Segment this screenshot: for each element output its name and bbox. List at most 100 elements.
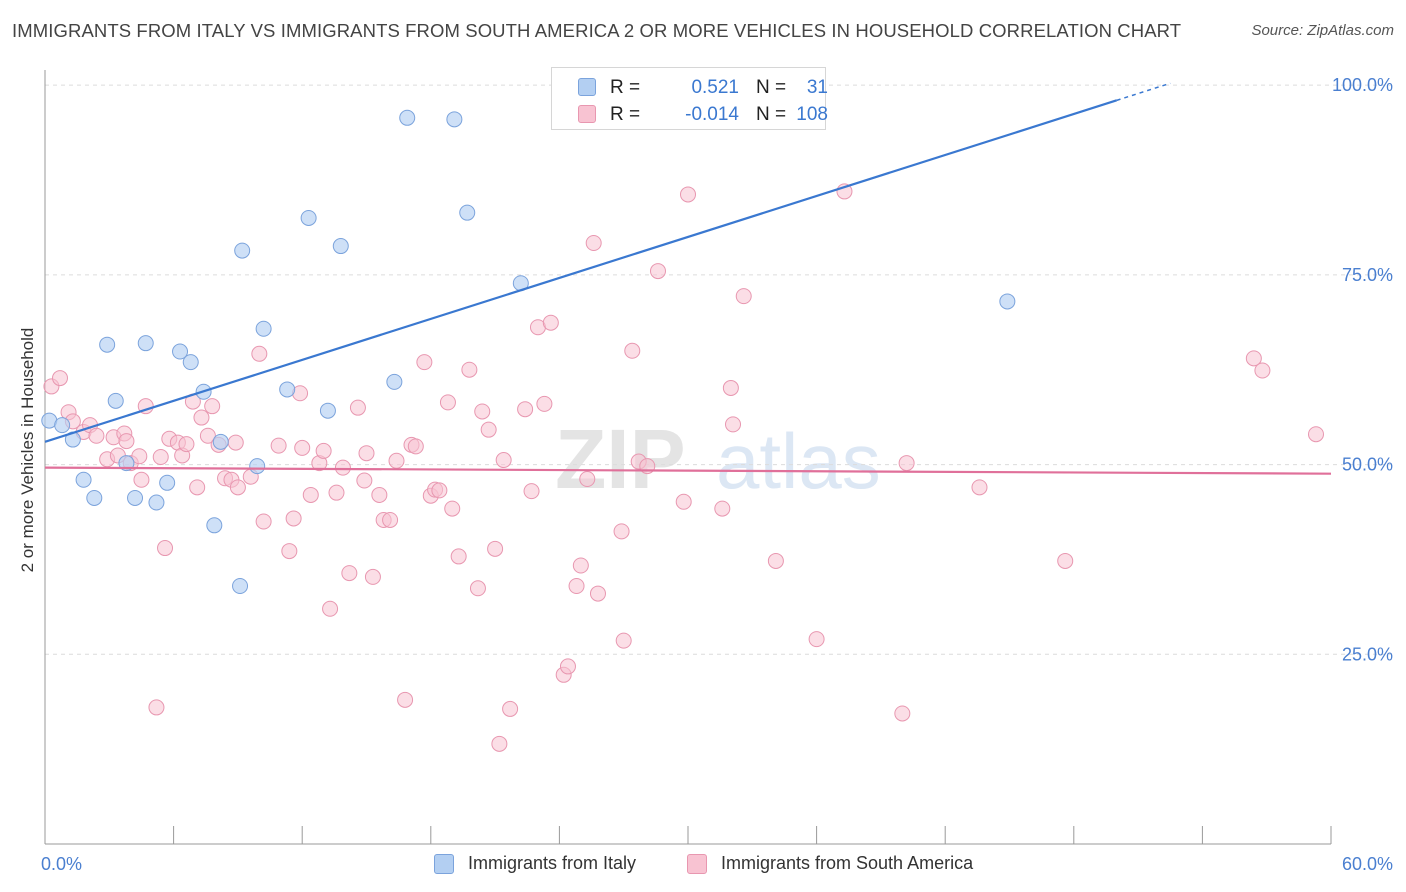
data-point-italy[interactable] [279,381,296,398]
data-point-south-america[interactable] [315,442,332,459]
data-point-south-america[interactable] [487,540,504,557]
data-point-south-america[interactable] [491,735,508,752]
data-point-south-america[interactable] [450,548,467,565]
data-point-south-america[interactable] [1307,426,1324,443]
data-point-south-america[interactable] [469,580,486,597]
data-point-south-america[interactable] [371,486,388,503]
data-point-south-america[interactable] [722,379,739,396]
data-point-south-america[interactable] [407,438,424,455]
data-point-south-america[interactable] [131,448,148,465]
data-point-south-america[interactable] [523,483,540,500]
data-point-south-america[interactable] [971,479,988,496]
data-point-south-america[interactable] [1057,552,1074,569]
data-point-south-america[interactable] [341,565,358,582]
data-point-south-america[interactable] [613,523,630,540]
data-point-south-america[interactable] [322,600,339,617]
data-point-italy[interactable] [206,517,223,534]
data-point-south-america[interactable] [88,427,105,444]
data-point-south-america[interactable] [255,513,272,530]
data-point-italy[interactable] [137,335,154,352]
data-point-south-america[interactable] [714,500,731,517]
data-point-south-america[interactable] [148,699,165,716]
data-point-italy[interactable] [118,455,135,472]
data-point-italy[interactable] [182,354,199,371]
data-point-south-america[interactable] [270,437,287,454]
data-point-italy[interactable] [319,402,336,419]
data-point-italy[interactable] [255,320,272,337]
data-point-south-america[interactable] [204,398,221,415]
data-point-south-america[interactable] [615,632,632,649]
data-point-south-america[interactable] [358,445,375,462]
data-point-south-america[interactable] [302,486,319,503]
data-point-south-america[interactable] [495,452,512,469]
data-point-italy[interactable] [232,578,249,594]
data-point-south-america[interactable] [474,403,491,420]
data-point-south-america[interactable] [461,361,478,378]
data-point-south-america[interactable] [52,370,69,387]
data-point-south-america[interactable] [480,421,497,438]
data-point-south-america[interactable] [199,427,216,444]
data-point-italy[interactable] [386,373,403,390]
data-point-south-america[interactable] [416,354,433,371]
data-point-south-america[interactable] [572,557,589,574]
data-point-south-america[interactable] [767,552,784,569]
data-point-south-america[interactable] [388,452,405,469]
data-point-south-america[interactable] [568,578,585,594]
data-point-south-america[interactable] [579,471,596,488]
data-point-south-america[interactable] [152,449,169,465]
data-point-italy[interactable] [999,293,1016,310]
data-point-south-america[interactable] [178,436,195,453]
data-point-south-america[interactable] [356,472,373,489]
data-point-south-america[interactable] [397,691,414,708]
data-point-south-america[interactable] [894,705,911,722]
data-point-south-america[interactable] [251,345,268,362]
data-point-south-america[interactable] [1245,350,1262,367]
data-point-italy[interactable] [127,489,144,506]
data-point-south-america[interactable] [349,399,366,416]
data-point-south-america[interactable] [334,459,351,476]
data-point-south-america[interactable] [431,482,448,499]
data-point-south-america[interactable] [189,479,206,496]
data-point-south-america[interactable] [624,342,641,359]
data-point-south-america[interactable] [157,540,174,557]
data-point-south-america[interactable] [536,395,553,412]
data-point-south-america[interactable] [502,700,519,717]
data-point-italy[interactable] [86,489,103,506]
data-point-south-america[interactable] [364,568,381,585]
data-point-south-america[interactable] [649,263,666,280]
data-point-south-america[interactable] [1254,362,1271,379]
data-point-south-america[interactable] [517,401,534,418]
data-point-south-america[interactable] [444,500,461,517]
data-point-italy[interactable] [399,109,416,126]
data-point-italy[interactable] [99,336,116,353]
data-point-italy[interactable] [446,111,463,128]
data-point-south-america[interactable] [542,314,559,331]
data-point-italy[interactable] [332,238,349,255]
data-point-south-america[interactable] [294,439,311,456]
data-point-south-america[interactable] [559,658,576,675]
data-point-south-america[interactable] [285,510,302,527]
data-point-south-america[interactable] [898,455,915,472]
data-point-italy[interactable] [212,433,229,450]
data-point-south-america[interactable] [133,471,150,488]
data-point-south-america[interactable] [227,434,244,451]
data-point-south-america[interactable] [680,186,696,203]
data-point-italy[interactable] [249,458,266,475]
data-point-south-america[interactable] [439,394,456,411]
data-point-italy[interactable] [148,494,165,511]
data-point-italy[interactable] [300,209,317,226]
data-point-italy[interactable] [459,204,476,221]
data-point-italy[interactable] [107,392,124,409]
data-point-south-america[interactable] [735,288,752,305]
data-point-south-america[interactable] [589,585,606,602]
data-point-italy[interactable] [159,474,176,491]
data-point-south-america[interactable] [118,433,135,450]
data-point-italy[interactable] [172,343,189,360]
data-point-south-america[interactable] [675,493,692,510]
data-point-south-america[interactable] [328,484,345,501]
data-point-south-america[interactable] [585,235,602,252]
data-point-south-america[interactable] [229,479,246,496]
data-point-italy[interactable] [234,242,251,259]
data-point-italy[interactable] [75,471,92,488]
data-point-italy[interactable] [54,417,71,434]
